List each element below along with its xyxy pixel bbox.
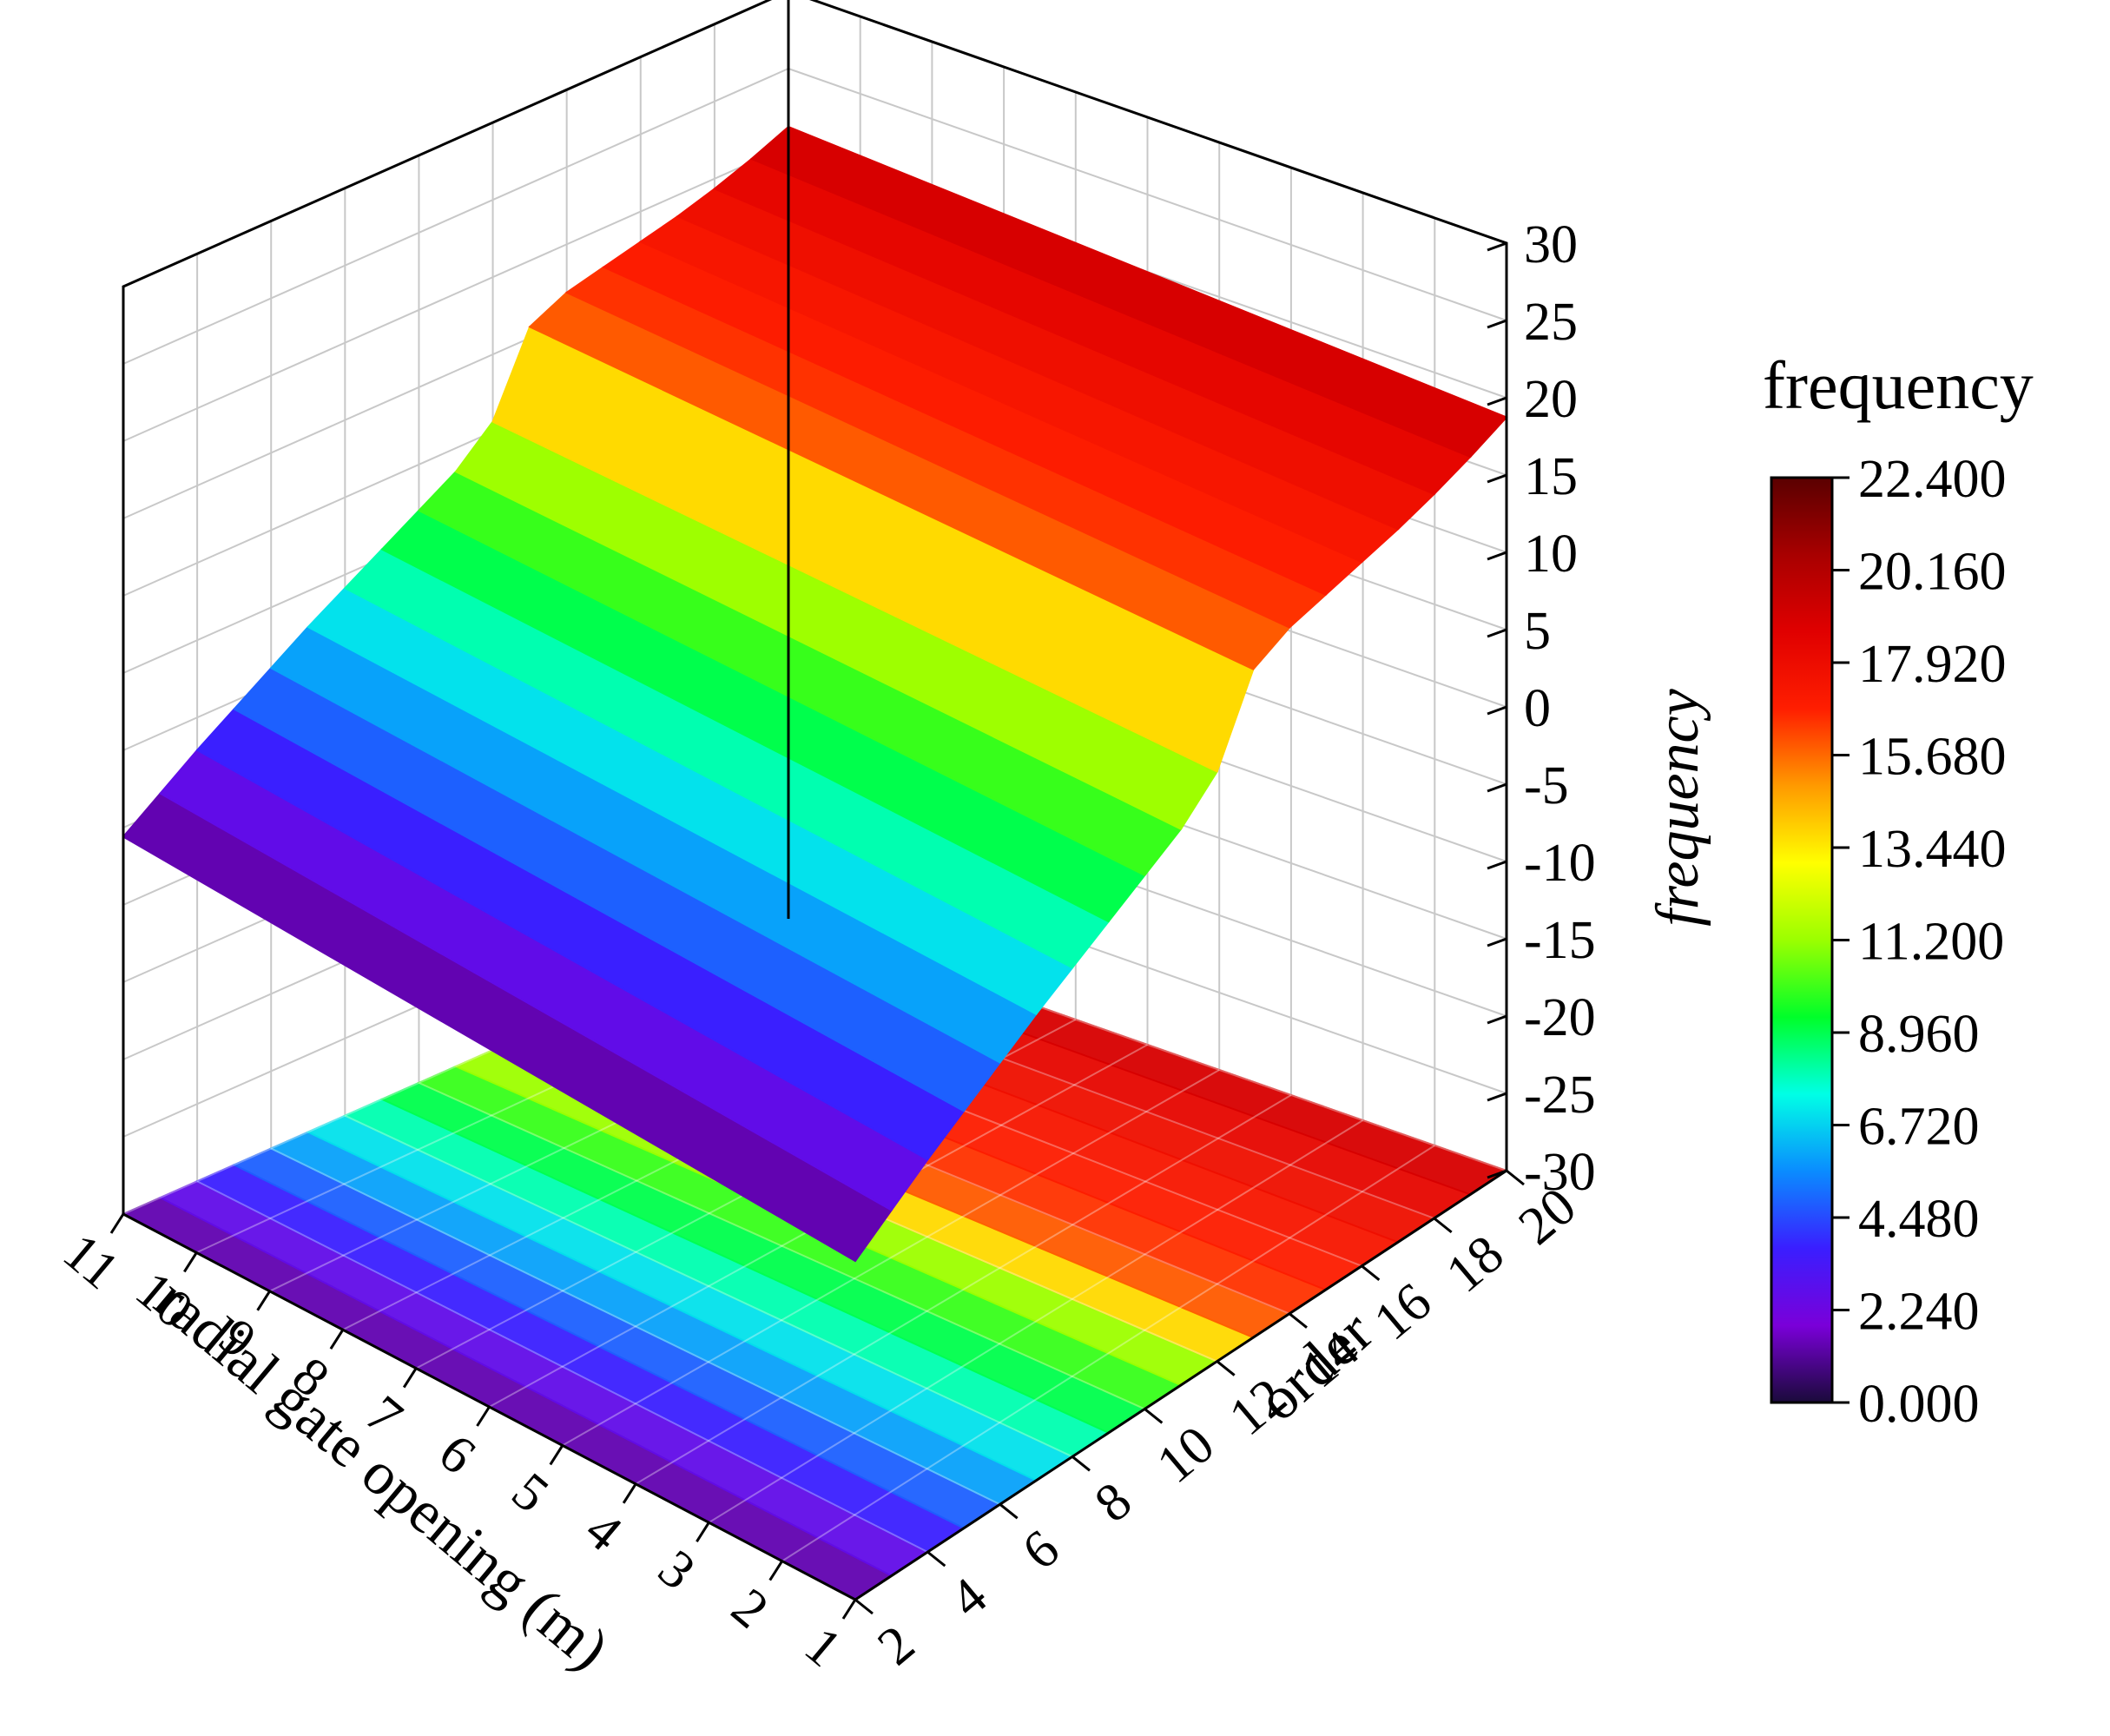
- x-tick-label: 1: [794, 1616, 852, 1679]
- colorbar-tick-label: 0.000: [1858, 1375, 1980, 1434]
- colorbar-tick-label: 22.400: [1858, 450, 2007, 509]
- y-tick-label: 2: [867, 1614, 925, 1677]
- z-tick-mark: [1487, 241, 1507, 252]
- y-tick-mark: [1216, 1360, 1236, 1376]
- floor-overlay-grid-line: [196, 1180, 928, 1554]
- z-tick-mark: [1487, 551, 1507, 561]
- y-tick-label: 10: [1146, 1415, 1225, 1495]
- x-tick-mark: [329, 1329, 345, 1350]
- y-tick-mark: [1361, 1264, 1381, 1281]
- floor-overlay-grid-line: [419, 1081, 1145, 1410]
- z-tick-label: 25: [1524, 293, 1578, 352]
- z-tick-mark: [1487, 1014, 1507, 1025]
- z-axis-ticks: -30 -25 -20 -15 -10 -5 0 5 10 15 20 25 30: [1487, 215, 1596, 1202]
- floor-overlay-grid-line: [781, 1145, 1435, 1562]
- floor-overlay-grid-line: [708, 1119, 1364, 1524]
- x-tick-label: 11: [52, 1222, 129, 1300]
- y-tick-mark: [1506, 1169, 1525, 1186]
- colorbar-tick-label: 15.680: [1858, 728, 2007, 787]
- y-tick-label: 6: [1012, 1519, 1070, 1581]
- y-tick-mark: [1071, 1455, 1091, 1472]
- z-tick-mark: [1487, 473, 1507, 484]
- z-tick-mark: [1487, 705, 1507, 716]
- y-tick-label: 18: [1435, 1224, 1514, 1304]
- y-tick-label: 4: [940, 1567, 998, 1629]
- colorbar: frequency 0.000 2.240 4.480 6.720 8.960 11.20…: [1763, 347, 2034, 1434]
- x-tick-mark: [183, 1251, 198, 1273]
- floor-overlay-grid-line: [562, 1069, 1220, 1447]
- colorbar-tick-label: 4.480: [1858, 1190, 1980, 1249]
- x-tick-mark: [402, 1367, 418, 1389]
- colorbar-tick-label: 13.440: [1858, 820, 2007, 879]
- x-tick-mark: [841, 1599, 857, 1620]
- z-tick-label: 0: [1524, 679, 1551, 738]
- z-tick-label: 30: [1524, 215, 1578, 274]
- z-tick-label: -5: [1524, 756, 1569, 815]
- z-tick-label: 5: [1524, 602, 1551, 661]
- colorbar-tick-label: 11.200: [1858, 913, 2004, 972]
- floor-overlay-grid-line: [344, 1114, 1073, 1458]
- z-tick-label: 15: [1524, 447, 1578, 506]
- z-tick-mark: [1487, 937, 1507, 947]
- y-tick-mark: [1433, 1217, 1453, 1234]
- y-tick-mark: [1289, 1312, 1308, 1329]
- x-tick-mark: [622, 1482, 637, 1504]
- z-tick-label: 20: [1524, 370, 1578, 429]
- x-tick-label: 5: [501, 1462, 559, 1524]
- x-tick-mark: [109, 1213, 125, 1234]
- z-tick-mark: [1487, 319, 1507, 329]
- z-tick-mark: [1487, 860, 1507, 870]
- x-tick-label: 4: [574, 1500, 632, 1562]
- colorbar-title: frequency: [1763, 347, 2034, 423]
- y-tick-mark: [1144, 1408, 1164, 1424]
- z-tick-label: 10: [1524, 525, 1578, 584]
- colorbar-tick-label: 8.960: [1858, 1005, 1980, 1064]
- colorbar-tick-label: 2.240: [1858, 1283, 1980, 1342]
- z-tick-label: -25: [1524, 1066, 1596, 1125]
- z-tick-mark: [1487, 628, 1507, 638]
- x-tick-mark: [549, 1444, 564, 1466]
- x-tick-label: 2: [721, 1577, 779, 1640]
- colorbar-tick-label: 6.720: [1858, 1098, 1980, 1157]
- z-tick-mark: [1487, 1169, 1507, 1179]
- z-tick-label: -15: [1524, 911, 1596, 970]
- x-tick-label: 3: [648, 1539, 706, 1601]
- y-tick-label: 8: [1084, 1471, 1142, 1534]
- floor-overlay-grid-line: [270, 1147, 1001, 1506]
- z-tick-mark: [1487, 396, 1507, 406]
- x-tick-mark: [696, 1521, 710, 1543]
- x-tick-mark: [768, 1560, 783, 1581]
- z-tick-mark: [1487, 782, 1507, 793]
- x-tick-mark: [256, 1290, 271, 1311]
- frequency-surface: [122, 125, 1508, 1263]
- x-tick-mark: [476, 1406, 491, 1427]
- y-tick-mark: [926, 1550, 946, 1568]
- y-tick-mark: [999, 1503, 1019, 1520]
- colorbar-ticks: 0.000 2.240 4.480 6.720 8.960 11.200 13.440 15.…: [1832, 450, 2007, 1434]
- z-tick-mark: [1487, 1092, 1507, 1102]
- z-tick-label: -20: [1524, 988, 1596, 1047]
- y-tick-mark: [854, 1598, 874, 1615]
- z-tick-label: -30: [1524, 1143, 1596, 1202]
- colorbar-gradient: [1770, 476, 1834, 1404]
- colorbar-tick-label: 17.920: [1858, 635, 2007, 694]
- z-axis-label: frequency: [1645, 688, 1711, 926]
- colorbar-tick-label: 20.160: [1858, 543, 2007, 602]
- z-tick-label: -10: [1524, 834, 1596, 893]
- floor-overlay-grid-line: [635, 1094, 1292, 1485]
